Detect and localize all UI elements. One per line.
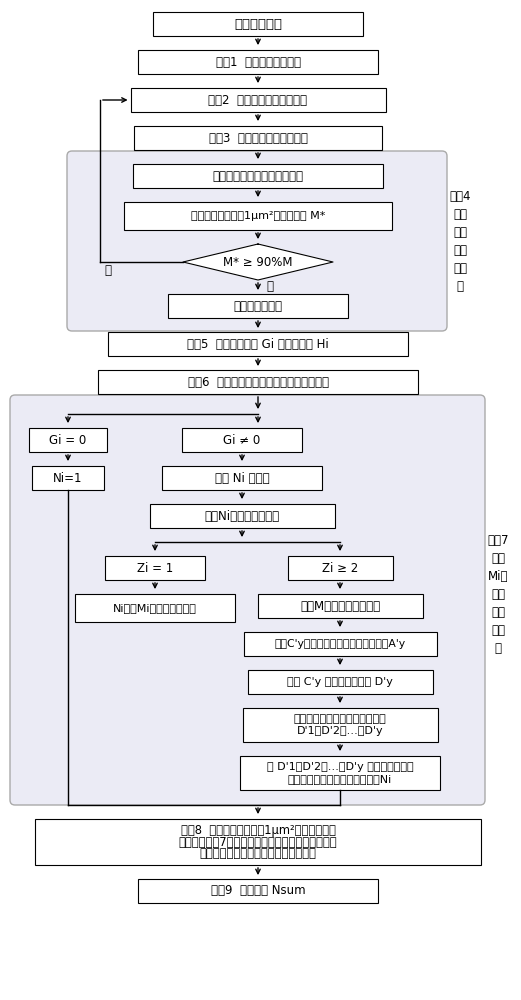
Text: 数，得到颗粒样品中单个颗粒数的集合: 数，得到颗粒样品中单个颗粒数的集合 xyxy=(200,847,316,860)
Text: Gi ≠ 0: Gi ≠ 0 xyxy=(224,434,260,446)
Text: 仅提取一个，得到单个颗粒个数Ni: 仅提取一个，得到单个颗粒个数Ni xyxy=(288,774,392,784)
FancyBboxPatch shape xyxy=(242,708,438,742)
FancyBboxPatch shape xyxy=(130,88,386,112)
FancyBboxPatch shape xyxy=(240,756,440,790)
Text: D'1、D'2、…、D'y: D'1、D'2、…、D'y xyxy=(296,726,383,736)
Text: 否: 否 xyxy=(105,263,111,276)
Polygon shape xyxy=(183,244,333,280)
FancyBboxPatch shape xyxy=(10,395,485,805)
Text: 将 D'1、D'2、…、D'y 中每个不同数值: 将 D'1、D'2、…、D'y 中每个不同数值 xyxy=(267,762,413,772)
Text: 确定 Ni 的范围: 确定 Ni 的范围 xyxy=(215,472,269,485)
FancyBboxPatch shape xyxy=(138,50,378,74)
FancyBboxPatch shape xyxy=(153,12,363,36)
FancyBboxPatch shape xyxy=(243,632,437,656)
FancyBboxPatch shape xyxy=(29,428,107,452)
FancyBboxPatch shape xyxy=(108,332,408,356)
Text: 得到弧长对应的颗粒直径的集合: 得到弧长对应的颗粒直径的集合 xyxy=(294,714,387,724)
FancyBboxPatch shape xyxy=(98,370,418,394)
Text: 步骤9  计算得到 Nsum: 步骤9 计算得到 Nsum xyxy=(210,884,305,898)
Text: 步骤4
判断
颗粒
的分
散程
度: 步骤4 判断 颗粒 的分 散程 度 xyxy=(449,190,471,292)
FancyBboxPatch shape xyxy=(67,151,447,331)
Text: M* ≥ 90%M: M* ≥ 90%M xyxy=(224,255,293,268)
Text: 排除Ni取值不合理情况: 排除Ni取值不合理情况 xyxy=(204,510,280,522)
FancyBboxPatch shape xyxy=(75,594,235,622)
Text: 颗粒数的测量: 颗粒数的测量 xyxy=(234,17,282,30)
FancyBboxPatch shape xyxy=(133,164,383,188)
Text: 步骤8  筛选投影面积小于1μm²的团聚颗粒，: 步骤8 筛选投影面积小于1μm²的团聚颗粒， xyxy=(181,824,336,837)
FancyBboxPatch shape xyxy=(124,202,392,230)
Text: Ni即为Mi中单个颗粒个数: Ni即为Mi中单个颗粒个数 xyxy=(113,603,197,613)
Text: 求解M中单个颗粒的直径: 求解M中单个颗粒的直径 xyxy=(300,599,380,612)
Text: 步骤3  得分散颗粒的电镜图像: 步骤3 得分散颗粒的电镜图像 xyxy=(208,131,307,144)
Text: 步骤5  确定拗点个数 Gi 和弧长个数 Hi: 步骤5 确定拗点个数 Gi 和弧长个数 Hi xyxy=(187,338,329,351)
Text: Zi = 1: Zi = 1 xyxy=(137,562,173,574)
Text: 步骤2  测颗粒样品的分散处理: 步骤2 测颗粒样品的分散处理 xyxy=(208,94,307,106)
FancyBboxPatch shape xyxy=(168,294,348,318)
Text: 步骤1  采集待测颗粒样品: 步骤1 采集待测颗粒样品 xyxy=(216,55,301,68)
FancyBboxPatch shape xyxy=(35,819,481,865)
Text: 颗粒已初步分散: 颗粒已初步分散 xyxy=(233,300,282,312)
Text: 计算 C'y 对应的颗粒直径 D'y: 计算 C'y 对应的颗粒直径 D'y xyxy=(287,677,393,687)
FancyBboxPatch shape xyxy=(32,466,104,490)
Text: 计算C'y对应的相邻两拗点间直线距离A'y: 计算C'y对应的相邻两拗点间直线距离A'y xyxy=(275,639,405,649)
FancyBboxPatch shape xyxy=(138,879,378,903)
Text: Zi ≥ 2: Zi ≥ 2 xyxy=(322,562,358,574)
FancyBboxPatch shape xyxy=(288,556,392,580)
Text: 步骤6  排除拗点个数和弧长个数过多的颗粒: 步骤6 排除拗点个数和弧长个数过多的颗粒 xyxy=(188,375,329,388)
FancyBboxPatch shape xyxy=(162,466,322,490)
FancyBboxPatch shape xyxy=(182,428,302,452)
Text: 统计投影面积小于1μm²的颗粒个数 M*: 统计投影面积小于1μm²的颗粒个数 M* xyxy=(191,211,325,221)
FancyBboxPatch shape xyxy=(105,556,205,580)
Text: 逐一采用步骤7的方法判断团聚颗粒中单个颗粒的个: 逐一采用步骤7的方法判断团聚颗粒中单个颗粒的个 xyxy=(179,836,337,848)
Text: Ni=1: Ni=1 xyxy=(53,472,83,485)
FancyBboxPatch shape xyxy=(150,504,334,528)
Text: 测量各个团聚颗粒的投影面积: 测量各个团聚颗粒的投影面积 xyxy=(213,169,304,182)
Text: Gi = 0: Gi = 0 xyxy=(49,434,86,446)
Text: 是: 是 xyxy=(266,280,273,294)
FancyBboxPatch shape xyxy=(247,670,432,694)
FancyBboxPatch shape xyxy=(134,126,382,150)
Text: 步骤7
判断
Mi中
单个
颗粒
的个
数: 步骤7 判断 Mi中 单个 颗粒 的个 数 xyxy=(487,534,508,656)
FancyBboxPatch shape xyxy=(257,594,423,618)
